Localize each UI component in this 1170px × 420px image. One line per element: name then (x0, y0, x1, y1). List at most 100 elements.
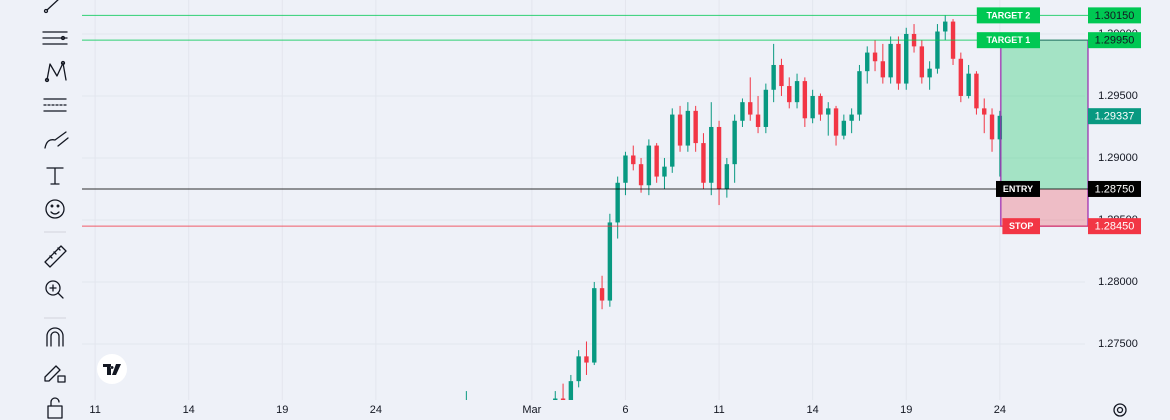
candle-body (841, 120, 847, 136)
level-name: ENTRY (1003, 184, 1033, 194)
candle-body (794, 81, 800, 103)
ruler-tool[interactable] (44, 245, 67, 268)
x-tick-label: Mar (522, 404, 541, 416)
candle-body (584, 356, 589, 363)
level-price-label: 1.29950 (1095, 35, 1135, 47)
candle-body (997, 115, 1003, 140)
candle-body (748, 102, 753, 115)
candle-body (654, 145, 659, 177)
candle-body (592, 288, 597, 363)
candle-body (670, 114, 675, 167)
candle-body (740, 102, 745, 121)
y-tick-label: 1.28000 (1098, 276, 1138, 288)
candle-body (771, 64, 776, 90)
candle-body (958, 58, 964, 96)
level-tag (976, 7, 1040, 24)
candle-body (615, 182, 620, 223)
candle-body (693, 110, 698, 144)
candle-body (568, 381, 574, 400)
x-tick-label: 14 (807, 404, 819, 416)
candles (465, 15, 1003, 400)
candle-body (974, 73, 979, 109)
candle-body (685, 110, 691, 146)
candle-body (989, 114, 995, 140)
y-tick-label: 1.29500 (1098, 90, 1138, 102)
logo-mark (103, 364, 121, 375)
candle-body (724, 164, 730, 189)
x-tick-label: 19 (900, 404, 912, 416)
level-name: TARGET 2 (986, 10, 1030, 20)
candle-body (638, 164, 644, 186)
magnet-tool[interactable] (46, 327, 64, 347)
candle-body (709, 126, 714, 183)
level-price-label: 1.30150 (1095, 10, 1135, 22)
settings-button[interactable] (1113, 403, 1127, 417)
candle-body (865, 52, 870, 72)
candle-body (755, 114, 761, 127)
last-price-label: 1.29337 (1095, 111, 1135, 123)
candle-body (849, 114, 854, 121)
candle-body (826, 108, 831, 115)
profit-zone (1000, 40, 1088, 189)
text-tool[interactable] (46, 167, 64, 185)
candle-body (576, 356, 581, 382)
x-tick-label: 11 (713, 404, 724, 416)
candle-body (966, 73, 971, 96)
candle-body (802, 81, 808, 119)
candle-body (662, 166, 667, 177)
candle-body (701, 143, 706, 183)
candle-body (553, 398, 558, 400)
candle-body (880, 61, 886, 78)
y-tick-label: 1.29000 (1098, 152, 1138, 164)
x-tick-label: 6 (622, 404, 628, 416)
level-price-label: 1.28750 (1095, 183, 1135, 195)
y-tick-label: 1.27500 (1098, 338, 1138, 350)
candle-body (935, 31, 940, 69)
level-name: TARGET 1 (986, 35, 1030, 45)
x-tick-label: 11 (89, 404, 100, 416)
lock-tool[interactable] (47, 397, 63, 419)
candle-body (896, 43, 901, 84)
trend-line-tool[interactable] (43, 0, 61, 14)
level-price-tag (1088, 180, 1141, 197)
candle-body (677, 114, 683, 146)
level-name: STOP (1009, 221, 1033, 231)
candle-body (872, 52, 878, 62)
level-tag (996, 180, 1040, 197)
candle-body (818, 95, 823, 115)
candle-body (646, 145, 652, 186)
candle-body (599, 288, 605, 301)
candle-body (763, 89, 769, 127)
prediction-tool[interactable] (43, 98, 67, 112)
level-price-label: 1.28450 (1095, 221, 1135, 233)
emoji-tool[interactable] (45, 199, 65, 219)
brush-tool[interactable] (44, 131, 69, 149)
tradingview-logo[interactable] (97, 354, 127, 384)
zoom-tool[interactable] (45, 280, 64, 299)
candle-body (982, 108, 987, 115)
candle-body (787, 86, 792, 103)
toolbar (42, 0, 69, 419)
candle-body (888, 43, 893, 78)
lock-drawing-tool[interactable] (44, 365, 66, 383)
candle-body (919, 46, 925, 78)
pattern-tool[interactable] (44, 60, 67, 83)
level-price-tag (1088, 218, 1141, 235)
candle-body (857, 71, 862, 115)
candle-body (779, 64, 784, 87)
last-price-tag (1088, 108, 1141, 125)
candle-body (732, 120, 737, 165)
fib-tool[interactable] (42, 31, 68, 45)
candle-body (904, 33, 909, 84)
x-tick-label: 24 (994, 404, 1006, 416)
candle-body (833, 108, 839, 136)
candle-body (560, 398, 566, 400)
candle-body (810, 95, 815, 119)
candle-body (943, 21, 948, 32)
candle-body (927, 68, 932, 78)
level-price-tag (1088, 7, 1141, 24)
level-tag (1002, 218, 1040, 235)
x-tick-label: 14 (183, 404, 195, 416)
